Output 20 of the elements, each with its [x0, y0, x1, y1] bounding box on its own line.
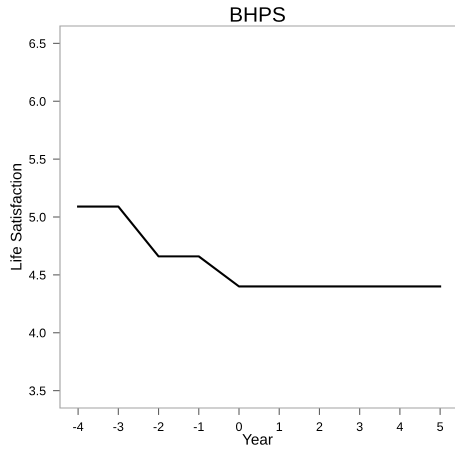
- y-tick-label: 3.5: [29, 386, 46, 396]
- x-tick-label: -3: [113, 422, 124, 432]
- y-tick-label: 4.5: [29, 270, 46, 280]
- y-tick-label: 4.0: [29, 328, 46, 338]
- chart-title: BHPS: [230, 7, 285, 22]
- y-tick-label: 6.0: [29, 97, 46, 106]
- y-axis-title: Life Satisfaction: [10, 164, 22, 270]
- x-tick-label: -4: [73, 422, 84, 431]
- x-tick-label: 3: [356, 422, 363, 432]
- x-tick-label: 2: [316, 422, 322, 431]
- y-tick-label: 5.0: [29, 212, 46, 222]
- x-tick-label: 1: [276, 422, 282, 431]
- x-tick-label: -2: [154, 422, 164, 431]
- x-tick-label: 4: [396, 422, 404, 431]
- x-tick-label: 0: [236, 422, 242, 432]
- y-tick-label: 6.5: [29, 39, 46, 48]
- x-tick-label: -1: [194, 422, 204, 431]
- y-tick-label: 5.5: [29, 155, 46, 164]
- x-axis-title: Year: [242, 434, 273, 445]
- x-tick-label: 5: [437, 422, 444, 432]
